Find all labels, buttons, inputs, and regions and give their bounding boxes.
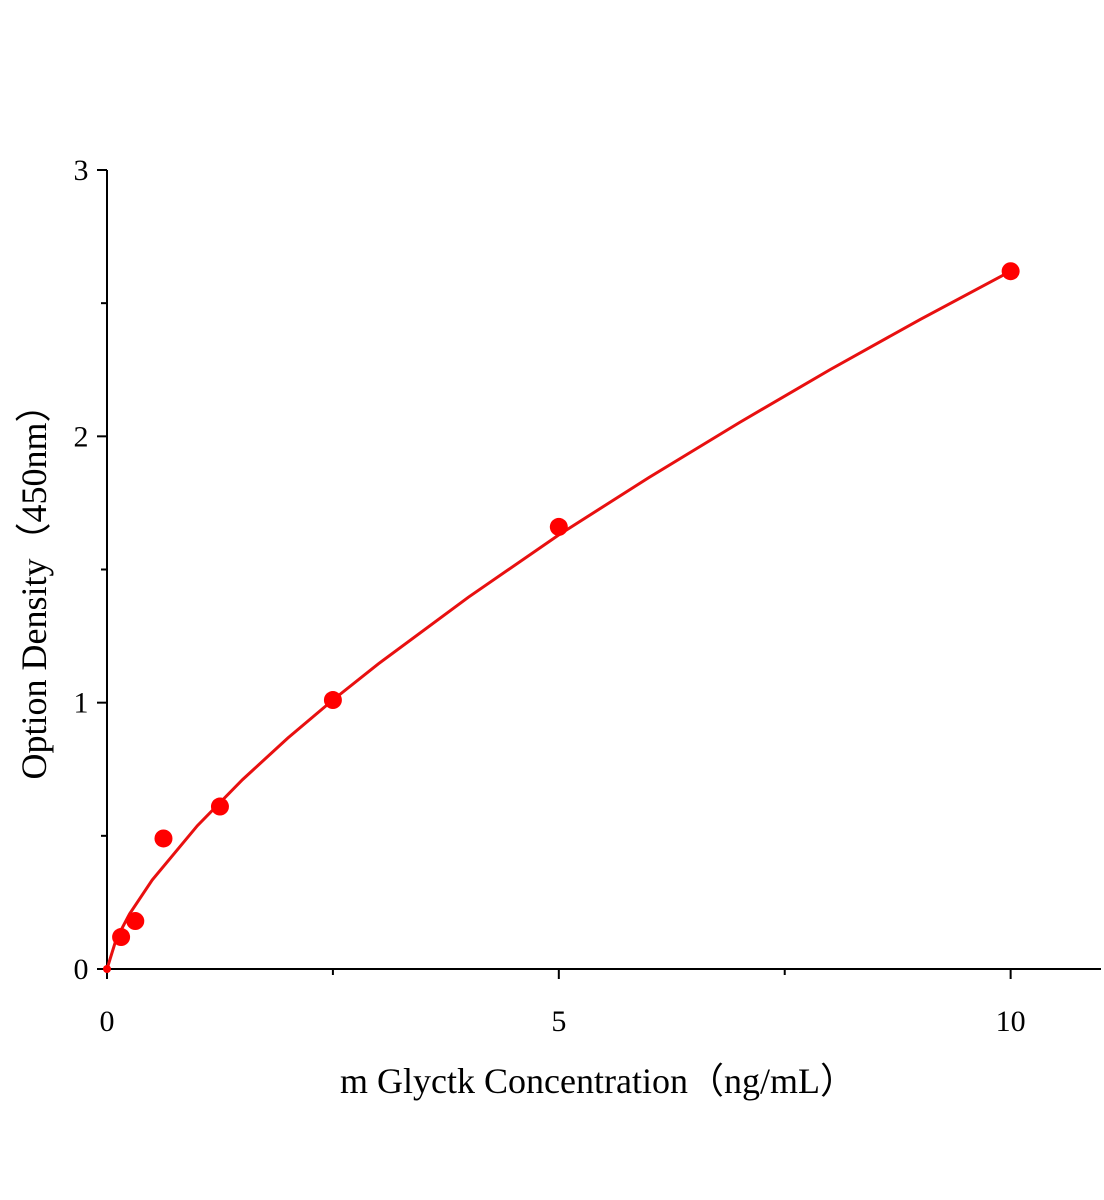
- y-tick-label: 0: [74, 953, 89, 986]
- x-tick-label: 0: [100, 1005, 115, 1038]
- data-point: [154, 829, 173, 848]
- data-point: [112, 928, 131, 947]
- y-tick-label: 2: [74, 420, 89, 453]
- x-tick-label: 5: [551, 1005, 566, 1038]
- data-point: [210, 797, 229, 816]
- x-axis-label: m Glyctk Concentration（ng/mL）: [340, 1061, 856, 1101]
- data-point: [549, 517, 568, 536]
- data-point: [126, 912, 145, 931]
- x-tick-label: 10: [996, 1005, 1026, 1038]
- y-tick-label: 3: [74, 154, 89, 187]
- data-point: [323, 691, 342, 710]
- fit-curve: [105, 269, 1012, 970]
- y-axis-label: Option Density（450nm）: [14, 387, 54, 780]
- data-point: [103, 965, 111, 973]
- y-tick-label: 1: [74, 687, 89, 720]
- data-point: [1001, 262, 1020, 281]
